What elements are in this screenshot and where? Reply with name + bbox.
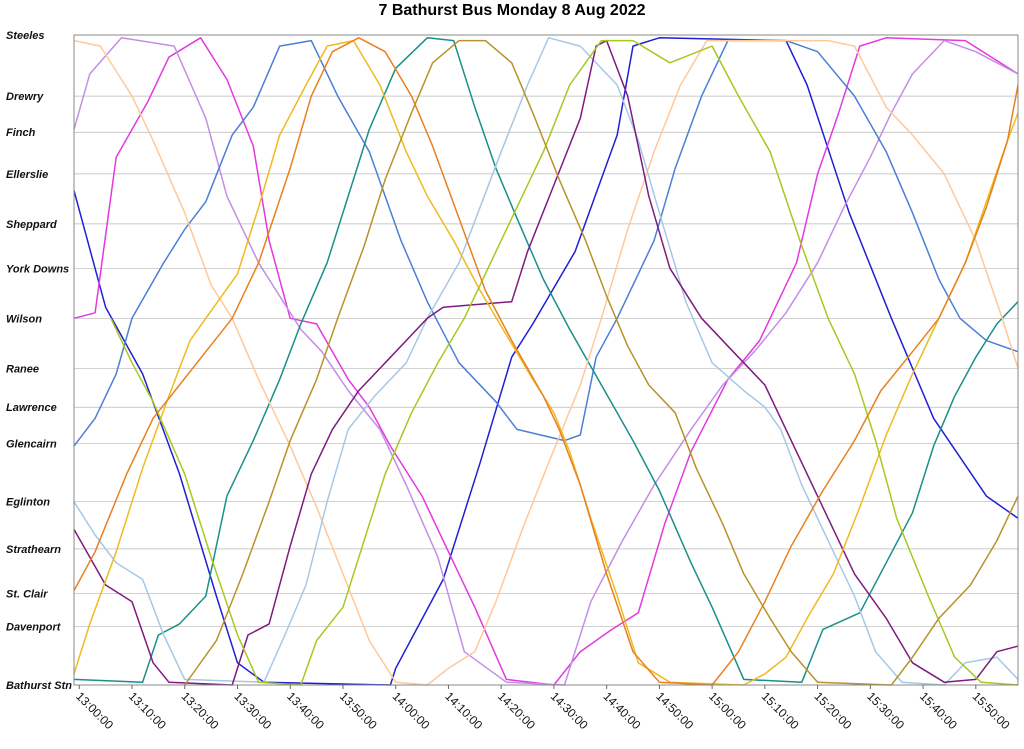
time-tick-label: 15:10:00 <box>759 689 802 732</box>
time-tick-label: 14:10:00 <box>442 689 485 732</box>
time-tick-label: 13:00:00 <box>73 689 116 732</box>
bus-trace-line <box>73 39 1019 686</box>
stop-label: Glencairn <box>6 438 57 450</box>
time-tick-label: 14:20:00 <box>495 689 538 732</box>
time-tick-label: 13:40:00 <box>284 689 327 732</box>
stop-label: Strathearn <box>6 544 61 556</box>
bus-trace-line <box>73 39 1019 686</box>
bus-traces <box>73 37 1019 686</box>
time-axis-labels: 13:00:00 13:10:00 13:20:00 13:30:00 13:40:00… <box>73 685 1013 732</box>
bus-trace-line <box>73 39 1019 686</box>
chart-title: 7 Bathurst Bus Monday 8 Aug 2022 <box>378 2 646 19</box>
gridlines <box>74 34 1018 686</box>
stop-label: Steeles <box>6 30 45 42</box>
time-tick-label: 15:40:00 <box>917 689 960 732</box>
stop-label: Ranee <box>6 363 39 375</box>
stop-labels: Bathurst Stn Davenport St. Clair Strathearn… <box>6 30 72 692</box>
bus-trace-line <box>110 39 1019 686</box>
stop-label: York Downs <box>6 263 69 275</box>
stop-label: Bathurst Stn <box>6 680 72 692</box>
bus-trace-line <box>184 39 1019 686</box>
time-tick-label: 13:10:00 <box>126 689 169 732</box>
stop-label: Drewry <box>6 91 44 103</box>
plot-frame <box>73 34 1019 686</box>
bus-trace-line <box>73 39 1019 447</box>
stop-label: Davenport <box>6 622 62 634</box>
time-tick-label: 14:50:00 <box>653 689 696 732</box>
time-tick-label: 13:30:00 <box>231 689 274 732</box>
stop-label: Ellerslie <box>6 169 48 181</box>
time-tick-label: 14:40:00 <box>601 689 644 732</box>
stop-label: Wilson <box>6 313 42 325</box>
bus-trace-line <box>73 37 1019 686</box>
time-tick-label: 15:20:00 <box>811 689 854 732</box>
stop-label: Sheppard <box>6 219 57 231</box>
time-tick-label: 14:30:00 <box>548 689 591 732</box>
time-tick-label: 13:20:00 <box>179 689 222 732</box>
stop-label: St. Clair <box>6 588 48 600</box>
bus-trace-line <box>73 37 1019 686</box>
time-tick-label: 15:50:00 <box>970 689 1013 732</box>
bus-trace-line <box>73 37 1019 686</box>
time-tick-label: 15:00:00 <box>706 689 749 732</box>
stop-label: Finch <box>6 127 36 139</box>
stop-label: Eglinton <box>6 497 50 509</box>
stop-label: Lawrence <box>6 402 57 414</box>
time-tick-label: 13:50:00 <box>337 689 380 732</box>
time-tick-label: 15:30:00 <box>864 689 907 732</box>
bus-trace-line <box>73 37 1019 683</box>
time-tick-label: 14:00:00 <box>390 689 433 732</box>
